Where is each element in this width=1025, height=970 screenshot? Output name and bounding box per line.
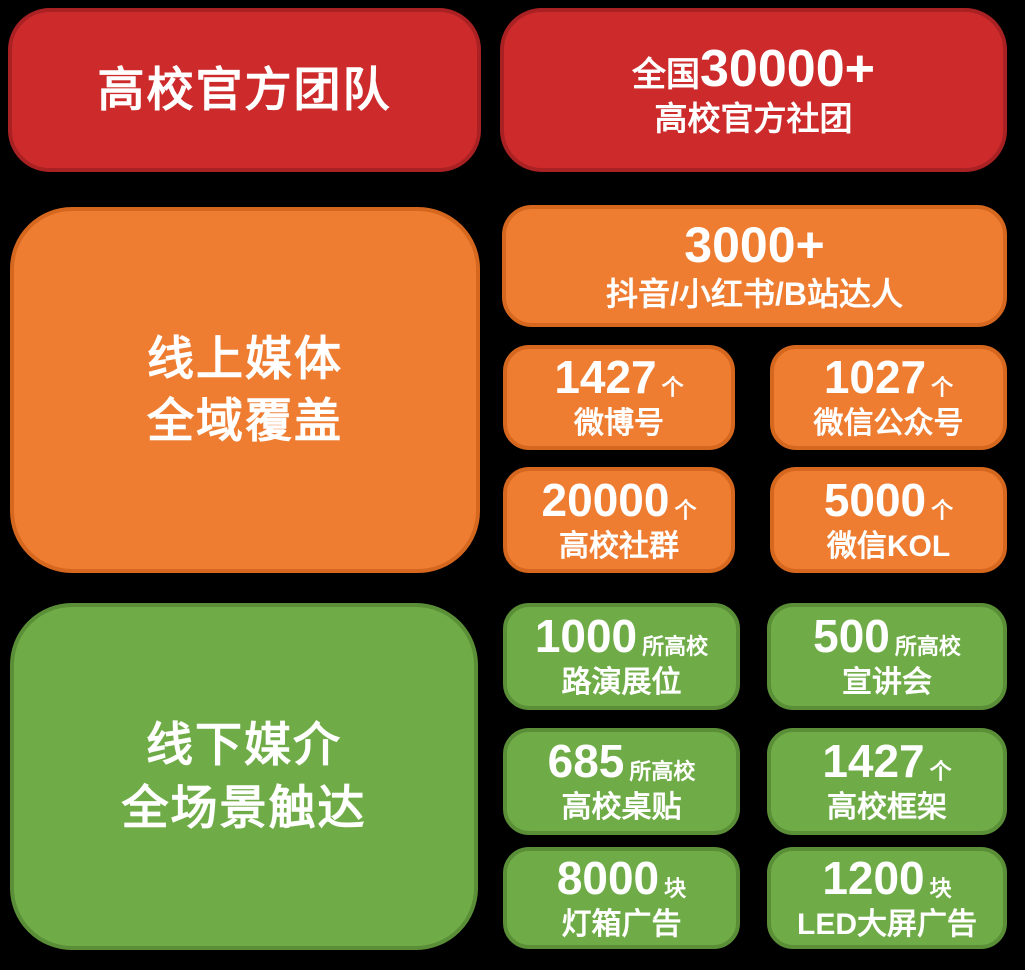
stat-campus-communities: 20000 个 高校社群 [503, 467, 735, 573]
official-teams-title: 高校官方团队 [97, 62, 392, 116]
led-screen-ads-label: LED大屏广告 [797, 907, 977, 941]
national-clubs-label: 高校官方社团 [654, 100, 853, 138]
desk-stickers-unit: 所高校 [629, 759, 696, 785]
kol-creators-number: 3000+ [684, 217, 825, 274]
wechat-kol-number: 5000 [823, 473, 927, 526]
roadshow-label: 路演展位 [561, 666, 682, 700]
card-online-media-title: 线上媒体 全域覆盖 [10, 207, 480, 573]
offline-media-title: 线下媒介 全场景触达 [122, 714, 367, 838]
online-media-title: 线上媒体 全域覆盖 [147, 328, 343, 452]
stat-wechat-kol: 5000 个 微信KOL [770, 467, 1007, 573]
weibo-label: 微博号 [574, 407, 664, 441]
stat-weibo-accounts: 1427 个 微博号 [503, 345, 735, 450]
online-media-title-line1: 线上媒体 [147, 331, 343, 385]
info-sessions-unit: 所高校 [894, 634, 961, 660]
lightbox-ads-label: 灯箱广告 [561, 907, 682, 941]
info-sessions-number: 500 [813, 610, 890, 663]
stat-wechat-official-accounts: 1027 个 微信公众号 [770, 345, 1007, 450]
stat-desk-stickers: 685 所高校 高校桌贴 [503, 728, 740, 835]
desk-stickers-number: 685 [547, 735, 625, 788]
national-clubs-prefix: 全国 [632, 55, 701, 94]
stat-roadshow-booths: 1000 所高校 路演展位 [503, 603, 740, 710]
info-sessions-label: 宣讲会 [842, 666, 932, 700]
stat-campus-frames: 1427 个 高校框架 [767, 728, 1007, 835]
lightbox-ads-number: 8000 [556, 851, 660, 904]
kol-creators-label: 抖音/小红书/B站达人 [606, 275, 903, 312]
offline-media-title-line1: 线下媒介 [146, 718, 342, 772]
card-national-clubs: 全国30000+ 高校官方社团 [500, 8, 1007, 172]
led-screen-ads-number: 1200 [822, 851, 925, 904]
weibo-unit: 个 [661, 375, 684, 401]
wechat-kol-label: 微信KOL [826, 529, 951, 563]
wechat-oa-label: 微信公众号 [813, 407, 964, 441]
card-offline-media-title: 线下媒介 全场景触达 [10, 603, 478, 950]
campus-frames-number: 1427 [822, 735, 925, 788]
national-clubs-number-line: 全国30000+ [632, 39, 875, 98]
wechat-oa-unit: 个 [931, 375, 954, 401]
national-clubs-number: 30000+ [700, 39, 875, 98]
campus-communities-number: 20000 [541, 473, 670, 526]
roadshow-unit: 所高校 [642, 634, 709, 660]
weibo-number: 1427 [554, 351, 657, 404]
led-screen-ads-unit: 块 [929, 875, 952, 901]
card-official-teams: 高校官方团队 [8, 8, 481, 172]
stat-led-screen-ads: 1200 块 LED大屏广告 [767, 847, 1007, 949]
stat-lightbox-ads: 8000 块 灯箱广告 [503, 847, 740, 949]
campus-frames-unit: 个 [929, 759, 952, 785]
campus-communities-unit: 个 [674, 497, 697, 523]
lightbox-ads-unit: 块 [664, 875, 687, 901]
campus-communities-label: 高校社群 [559, 529, 679, 563]
stat-info-sessions: 500 所高校 宣讲会 [767, 603, 1007, 710]
roadshow-number: 1000 [534, 610, 638, 663]
stat-douyin-xiaohongshu-bilibili: 3000+ 抖音/小红书/B站达人 [502, 205, 1007, 327]
desk-stickers-label: 高校桌贴 [561, 791, 682, 825]
wechat-oa-number: 1027 [823, 351, 927, 404]
offline-media-title-line2: 全场景触达 [121, 780, 367, 834]
campus-frames-label: 高校框架 [827, 791, 947, 825]
wechat-kol-unit: 个 [931, 497, 954, 523]
online-media-title-line2: 全域覆盖 [147, 394, 343, 447]
